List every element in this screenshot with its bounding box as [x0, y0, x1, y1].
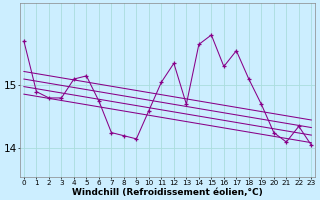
X-axis label: Windchill (Refroidissement éolien,°C): Windchill (Refroidissement éolien,°C): [72, 188, 263, 197]
